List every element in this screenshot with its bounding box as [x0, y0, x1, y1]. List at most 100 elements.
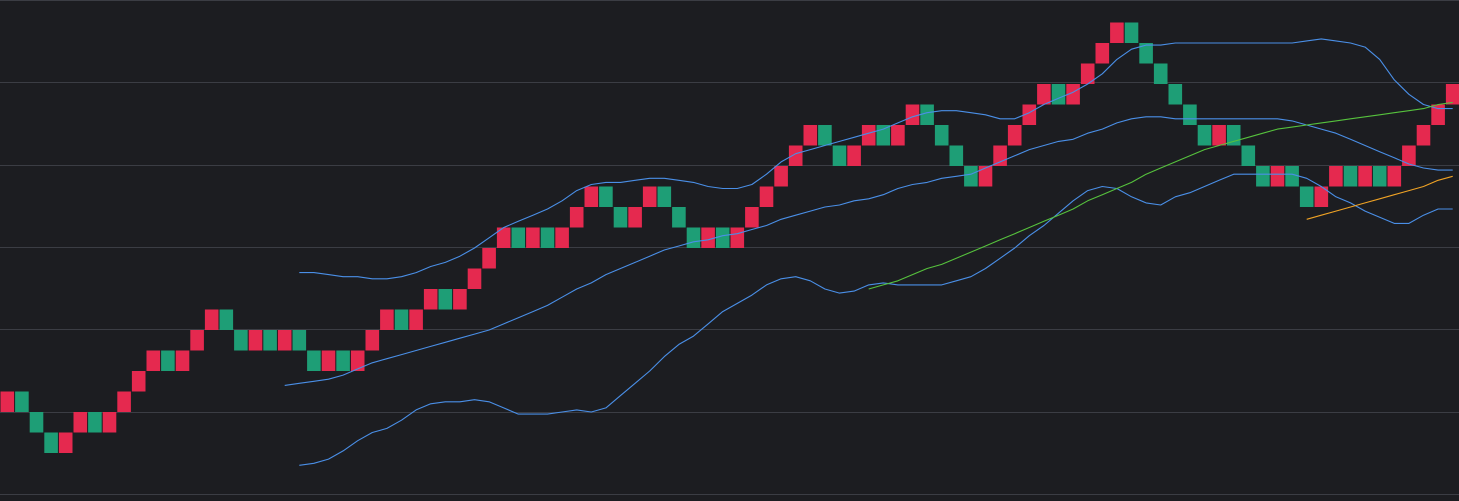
renko-brick-down: [1183, 104, 1197, 125]
renko-brick-down: [686, 227, 701, 248]
moving-average-slow-line: [868, 101, 1453, 290]
renko-brick-up: [1080, 63, 1095, 84]
renko-brick-down: [307, 350, 321, 371]
renko-brick-up: [482, 248, 496, 269]
renko-brick-up: [847, 145, 861, 166]
renko-brick-up: [58, 432, 73, 453]
renko-brick-up: [1212, 125, 1226, 146]
renko-brick-down: [1372, 166, 1387, 187]
renko-brick-up: [788, 145, 803, 166]
renko-brick-down: [336, 350, 350, 371]
renko-brick-down: [1256, 166, 1270, 187]
renko-brick-up: [1431, 104, 1445, 125]
renko-brick-down: [292, 330, 307, 351]
renko-brick-down: [219, 309, 234, 330]
renko-brick-up: [1270, 166, 1285, 187]
renko-brick-up: [978, 166, 993, 187]
renko-brick-down: [1343, 166, 1358, 187]
renko-brick-down: [1139, 43, 1153, 64]
renko-brick-up: [73, 412, 88, 433]
renko-brick-down: [511, 227, 526, 248]
renko-brick-up: [380, 309, 394, 330]
renko-brick-up: [1066, 84, 1080, 105]
renko-brick-up: [759, 186, 774, 207]
renko-brick-up: [117, 391, 131, 412]
renko-brick-up: [701, 227, 715, 248]
renko-brick-down: [1299, 186, 1314, 207]
renko-brick-up: [1329, 166, 1343, 187]
renko-brick-up: [891, 125, 905, 146]
renko-brick-down: [1197, 125, 1212, 146]
renko-brick-down: [234, 330, 248, 351]
renko-brick-down: [540, 227, 555, 248]
renko-brick-up: [1402, 145, 1416, 166]
renko-brick-up: [745, 207, 759, 228]
renko-brick-up: [584, 186, 599, 207]
indicator-layer: [284, 38, 1453, 466]
renko-brick-down: [920, 104, 934, 125]
renko-brick-up: [1110, 22, 1124, 43]
renko-brick-down: [672, 207, 686, 228]
renko-brick-up: [1037, 84, 1051, 105]
bollinger-middle-line: [284, 116, 1453, 386]
renko-brick-down: [1168, 84, 1183, 105]
renko-brick-up: [365, 330, 380, 351]
renko-brick-down: [964, 166, 978, 187]
bollinger-upper-line: [299, 38, 1453, 280]
renko-brick-up: [146, 350, 161, 371]
renko-brick-up: [131, 371, 146, 392]
renko-brick-up: [248, 330, 263, 351]
renko-brick-up: [0, 391, 15, 412]
renko-brick-up: [1022, 104, 1037, 125]
renko-brick-up: [861, 125, 876, 146]
renko-brick-down: [263, 330, 277, 351]
renko-brick-up: [642, 186, 657, 207]
renko-brick-up: [774, 166, 788, 187]
renko-brick-up: [628, 207, 642, 228]
renko-brick-down: [394, 309, 409, 330]
renko-brick-down: [832, 145, 847, 166]
renko-brick-down: [1241, 145, 1256, 166]
renko-brick-up: [467, 268, 482, 289]
renko-brick-up: [350, 350, 365, 371]
renko-brick-down: [599, 186, 613, 207]
renko-brick-up: [1358, 166, 1372, 187]
renko-brick-down: [1153, 63, 1168, 84]
renko-brick-down: [934, 125, 949, 146]
renko-brick-down: [29, 412, 44, 433]
renko-brick-down: [438, 289, 453, 310]
renko-brick-up: [204, 309, 219, 330]
renko-brick-up: [1007, 125, 1022, 146]
renko-brick-up: [555, 227, 569, 248]
moving-average-fast-line: [1306, 175, 1453, 220]
renko-brick-down: [1124, 22, 1139, 43]
renko-brick-down: [818, 125, 832, 146]
renko-brick-down: [715, 227, 730, 248]
renko-brick-up: [190, 330, 204, 351]
renko-brick-up: [526, 227, 540, 248]
renko-brick-up: [175, 350, 190, 371]
renko-brick-up: [569, 207, 584, 228]
renko-brick-up: [1445, 84, 1459, 105]
renko-brick-down: [1051, 84, 1066, 105]
renko-brick-down: [88, 412, 102, 433]
renko-brick-up: [453, 289, 467, 310]
renko-brick-up: [1095, 43, 1110, 64]
renko-brick-down: [161, 350, 175, 371]
renko-brick-up: [1314, 186, 1329, 207]
renko-brick-up: [1387, 166, 1402, 187]
renko-brick-up: [423, 289, 438, 310]
renko-brick-up: [905, 104, 920, 125]
renko-brick-up: [409, 309, 423, 330]
renko-brick-up: [803, 125, 818, 146]
renko-brick-down: [44, 432, 58, 453]
bollinger-lower-line: [299, 173, 1453, 466]
renko-brick-up: [321, 350, 336, 371]
renko-brick-down: [1285, 166, 1299, 187]
renko-brick-down: [876, 125, 891, 146]
renko-brick-up: [1416, 125, 1431, 146]
renko-brick-down: [657, 186, 672, 207]
